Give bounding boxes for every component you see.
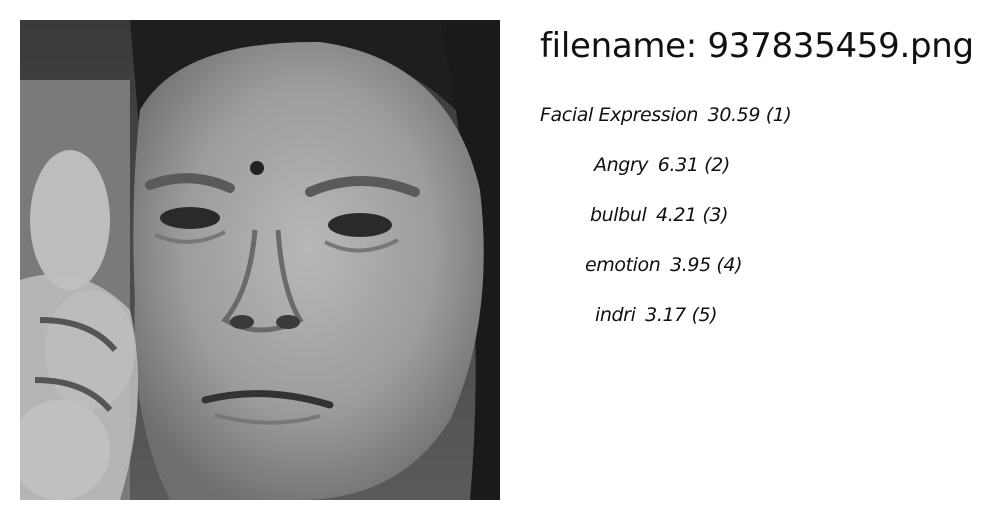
prediction-score: 3.17 [645,304,686,326]
prediction-score: 6.31 [657,154,699,176]
face-photo [20,20,500,500]
prediction-score: 4.21 [656,204,697,226]
prediction-label: bulbul [590,204,653,226]
prediction-5: indri 3.17 (5) [595,303,718,327]
prediction-score: 3.95 [670,254,711,276]
prediction-rank: (4) [716,254,743,276]
prediction-label: Facial Expression [540,104,699,126]
face-photo-graphic [20,20,500,500]
prediction-rank: (3) [702,204,729,226]
prediction-label: Angry [594,154,654,176]
prediction-rank: (5) [691,304,718,326]
prediction-rank: (2) [704,154,730,176]
prediction-2: Angry 6.31 (2) [594,153,730,177]
prediction-score: 30.59 [707,104,761,126]
prediction-1: Facial Expression 30.59 (1) [540,103,792,127]
prediction-rank: (1) [765,104,792,126]
prediction-3: bulbul 4.21 (3) [590,203,728,227]
prediction-label: indri [595,304,642,326]
prediction-4: emotion 3.95 (4) [585,253,743,277]
filename-label: filename: 937835459.png [540,26,974,66]
prediction-label: emotion [585,254,667,276]
